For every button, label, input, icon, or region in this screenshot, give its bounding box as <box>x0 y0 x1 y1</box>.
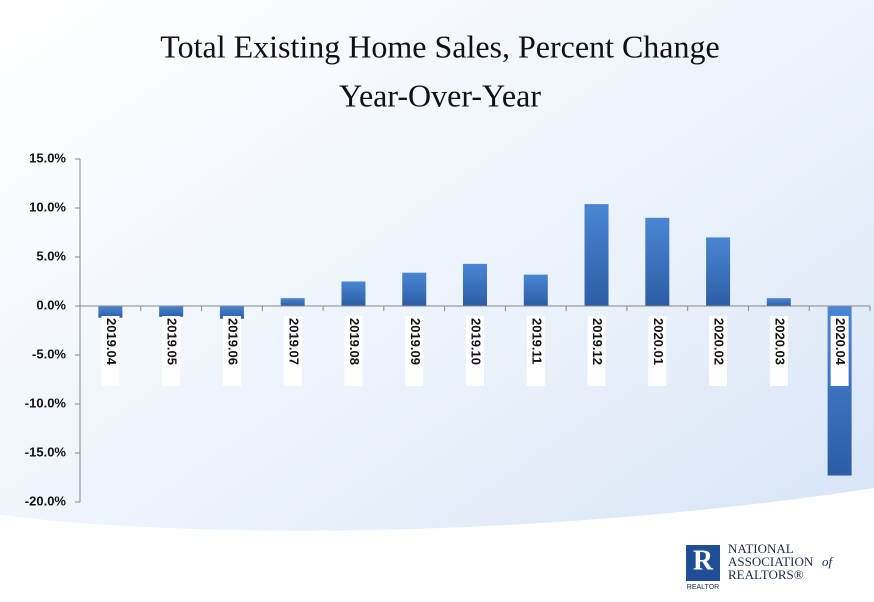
x-label-bg <box>222 316 241 386</box>
logo-text: ASSOCIATION <box>728 554 814 569</box>
x-tick-label: 2019.05 <box>165 318 180 365</box>
logo-text: NATIONAL <box>728 541 794 556</box>
logo-box <box>686 545 720 581</box>
x-label-bg <box>709 316 728 386</box>
x-tick-label: 2020.03 <box>772 318 787 365</box>
x-label-bg <box>101 316 120 386</box>
logo-text: REALTORS® <box>728 567 804 582</box>
bar <box>402 272 427 306</box>
x-label-bg <box>162 316 181 386</box>
chart-subtitle: Year-Over-Year <box>339 77 541 113</box>
x-tick-label: 2019.11 <box>529 318 544 364</box>
bar <box>463 263 487 306</box>
bar <box>584 204 609 306</box>
x-tick-label: 2019.06 <box>225 318 240 365</box>
y-tick-label: -10.0% <box>25 395 67 410</box>
x-tick-label: 2019.10 <box>469 318 484 365</box>
x-label-bg <box>830 316 849 386</box>
bar <box>523 274 548 306</box>
logo-mark: REALTOR <box>687 584 719 591</box>
y-tick-label: -15.0% <box>25 444 67 459</box>
x-label-bg <box>405 316 424 386</box>
bar <box>159 306 184 317</box>
bar <box>706 237 731 306</box>
bar <box>766 298 791 306</box>
bar <box>219 306 244 319</box>
y-tick-label: -20.0% <box>25 493 67 508</box>
x-label-bg <box>769 316 788 386</box>
x-tick-label: 2019.12 <box>590 318 605 365</box>
x-tick-label: 2020.01 <box>651 318 666 365</box>
x-label-bg <box>526 316 545 386</box>
logo-text: of <box>822 554 835 569</box>
y-tick-label: 5.0% <box>36 248 66 263</box>
logo-letter: R <box>693 545 714 576</box>
y-tick-label: 0.0% <box>36 297 66 312</box>
x-tick-label: 2019.08 <box>347 318 362 365</box>
x-label-bg <box>344 316 363 386</box>
logo: R REALTOR NATIONAL ASSOCIATION of REALTO… <box>686 541 835 591</box>
x-tick-label: 2020.02 <box>712 318 727 365</box>
chart-title: Total Existing Home Sales, Percent Chang… <box>160 28 719 64</box>
x-tick-label: 2019.04 <box>104 318 119 366</box>
x-label-bg <box>466 316 484 386</box>
bar <box>98 306 123 318</box>
y-tick-label: -5.0% <box>32 346 66 361</box>
x-tick-label: 2019.09 <box>408 318 423 365</box>
x-label-bg <box>587 316 606 386</box>
x-label-bg <box>283 316 302 386</box>
bar <box>280 298 305 306</box>
bar <box>341 281 366 306</box>
x-tick-label: 2020.04 <box>833 318 848 366</box>
y-tick-label: 10.0% <box>29 199 66 214</box>
x-tick-label: 2019.07 <box>286 318 301 365</box>
swoosh <box>0 488 874 602</box>
y-tick-label: 15.0% <box>29 150 66 165</box>
x-label-bg <box>648 316 667 386</box>
bar <box>645 217 670 306</box>
